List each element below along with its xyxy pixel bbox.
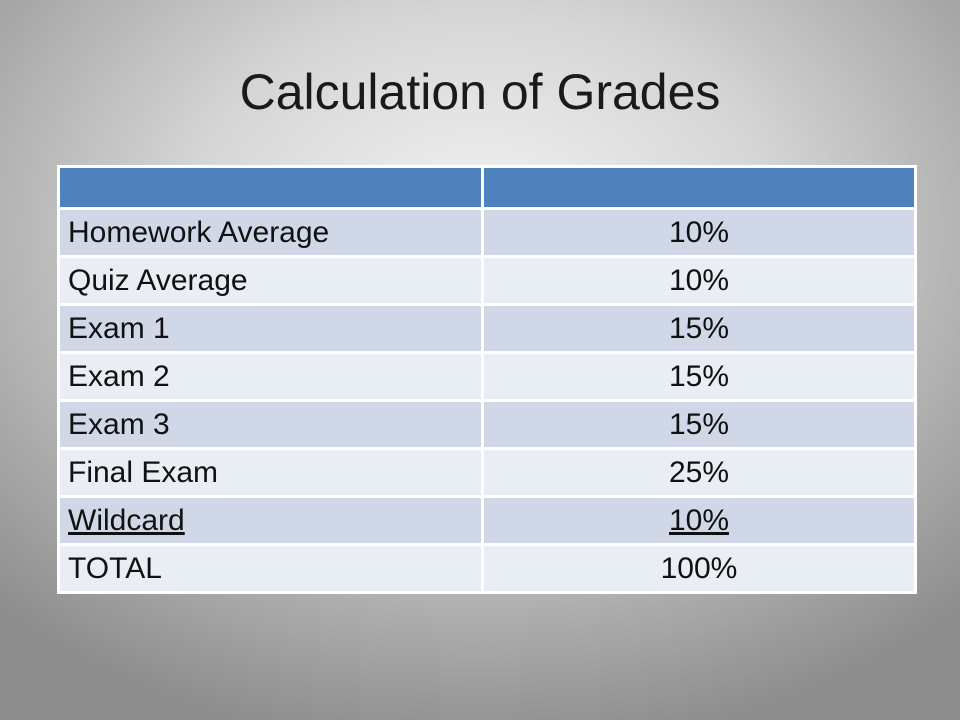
table-row: Exam 2 15%: [57, 351, 917, 402]
row-label: Wildcard: [57, 495, 484, 546]
table-row: Homework Average 10%: [57, 207, 917, 258]
table-row: Quiz Average 10%: [57, 255, 917, 306]
row-label: Exam 1: [57, 303, 484, 354]
table-header-cell: [57, 165, 484, 210]
row-label: TOTAL: [57, 543, 484, 594]
table-header-row: [57, 165, 917, 210]
row-value: 15%: [481, 303, 917, 354]
row-label: Final Exam: [57, 447, 484, 498]
row-value: 10%: [481, 255, 917, 306]
row-value: 10%: [481, 207, 917, 258]
table-row: Exam 3 15%: [57, 399, 917, 450]
row-value: 100%: [481, 543, 917, 594]
table-row: Exam 1 15%: [57, 303, 917, 354]
table-row-wildcard: Wildcard 10%: [57, 495, 917, 546]
row-label: Quiz Average: [57, 255, 484, 306]
table-row-total: TOTAL 100%: [57, 543, 917, 594]
row-value: 15%: [481, 351, 917, 402]
row-label: Exam 2: [57, 351, 484, 402]
table-row: Final Exam 25%: [57, 447, 917, 498]
row-value: 25%: [481, 447, 917, 498]
grades-table: Homework Average 10% Quiz Average 10% Ex…: [57, 165, 917, 594]
row-label: Homework Average: [57, 207, 484, 258]
slide-title: Calculation of Grades: [239, 64, 721, 120]
table-header-cell: [481, 165, 917, 210]
row-label: Exam 3: [57, 399, 484, 450]
row-value: 10%: [481, 495, 917, 546]
row-value: 15%: [481, 399, 917, 450]
